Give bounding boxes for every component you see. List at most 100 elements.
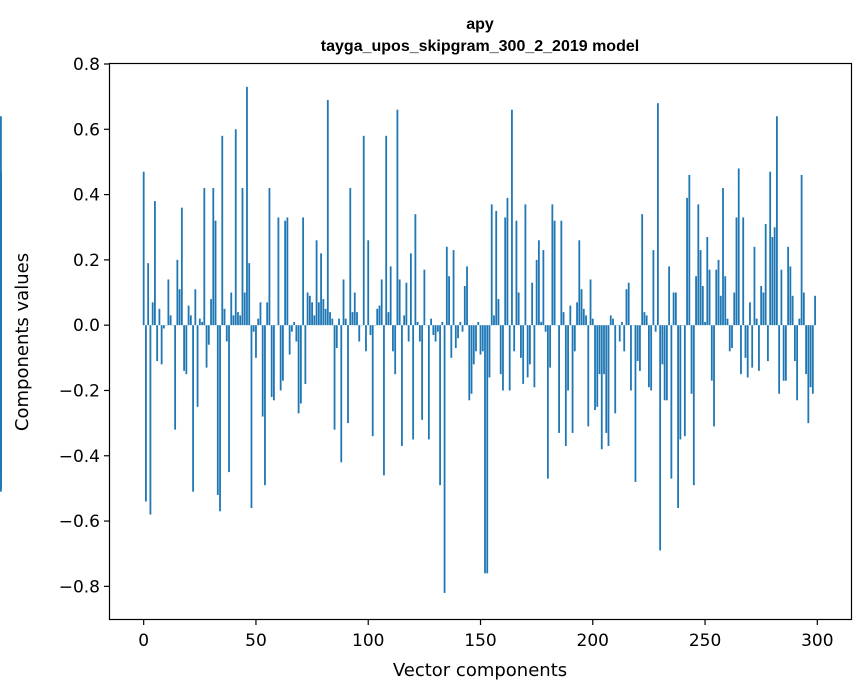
bar [225,325,228,342]
bar [787,246,790,326]
bar [508,325,511,391]
bar [784,325,787,381]
bar [277,217,280,326]
bar [706,237,709,326]
bar [369,325,372,335]
bar [751,325,754,368]
bar [268,188,271,326]
bar [737,168,740,326]
bar [409,253,412,326]
chart-title: apy [466,16,494,33]
y-tick-label: −0.8 [59,577,100,597]
bar [472,325,475,365]
bar [299,325,302,404]
bar [246,86,248,326]
bar [443,325,446,593]
bar [560,220,563,326]
bar [542,250,545,326]
bar [371,325,374,437]
bar [674,292,677,326]
bar [297,325,300,414]
bar [356,312,358,326]
bar [490,204,493,326]
bar [207,325,210,345]
bar [746,325,749,378]
x-tick-label: 300 [801,631,833,651]
bar [304,325,307,384]
bar [248,263,251,326]
bar [656,103,659,326]
bar [201,321,203,326]
bar [293,321,296,326]
bar [470,325,473,394]
bar [259,302,262,326]
bar [439,325,441,486]
bar [672,292,675,326]
bar [802,292,805,326]
bar [389,266,392,326]
bar [378,305,381,326]
bar [762,292,765,326]
bar [506,197,509,326]
bar [771,237,774,326]
bar [264,325,266,486]
bar [286,217,289,326]
bar [605,325,608,433]
bar [558,325,560,433]
bar [573,325,576,352]
bar [376,308,379,326]
bar [333,325,336,430]
bar [531,282,534,326]
bar [392,325,394,352]
bar [459,321,462,326]
bar [479,325,482,355]
bar [475,325,477,352]
bar [416,321,419,326]
bar [488,325,491,378]
bar [598,325,601,375]
bar [295,325,298,342]
bar [789,266,792,326]
bar [466,266,468,326]
bar [405,282,408,326]
bar [430,318,432,326]
bar [513,325,516,352]
bar [353,292,356,326]
bar [639,325,641,371]
bar [457,325,459,339]
bar [569,305,572,326]
bar [160,325,163,365]
bar [618,325,621,342]
bar [454,325,457,349]
bar [432,325,435,335]
bar [612,318,614,326]
bar [147,263,150,326]
bar [205,325,208,368]
bar [284,220,287,326]
bar [520,325,522,358]
bar [553,220,556,326]
bar [145,325,147,502]
x-tick-label: 0 [138,631,149,651]
bar [627,282,630,326]
bar [648,325,650,388]
bar [403,315,406,326]
bar [780,269,783,326]
bar [484,325,486,574]
bar [351,312,354,326]
bar [270,325,273,397]
x-axis-ticks: 0 50 100 150 200 250 300 [138,619,834,651]
bar [365,325,367,352]
bar [511,109,513,326]
bar [636,325,639,362]
bar [778,325,781,394]
bar [243,292,246,326]
bar [362,135,365,326]
bar [180,207,183,326]
bar [517,292,520,326]
bar [497,299,500,326]
bar [686,197,688,326]
bar [515,220,518,326]
bar [576,302,578,326]
bar [445,246,448,326]
